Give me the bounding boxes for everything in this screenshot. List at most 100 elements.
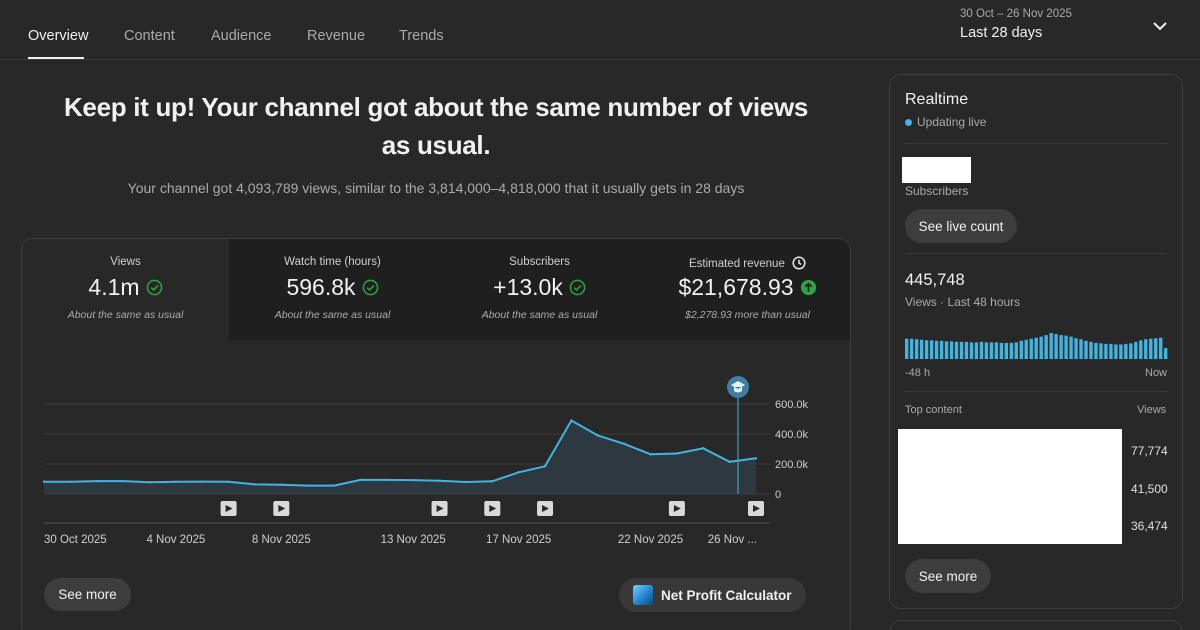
realtime-bar xyxy=(984,342,989,359)
tab-trends[interactable]: Trends xyxy=(399,28,444,44)
data-point xyxy=(702,447,705,450)
realtime-bar xyxy=(1049,333,1053,359)
series-line xyxy=(44,419,757,487)
x-tick-label: 17 Nov 2025 xyxy=(486,534,551,546)
data-point xyxy=(121,479,125,483)
play-icon xyxy=(489,505,497,512)
tab-content[interactable]: Content xyxy=(124,28,175,44)
data-point xyxy=(359,478,362,482)
clock-icon xyxy=(792,256,806,270)
data-point xyxy=(95,479,98,483)
realtime-bar xyxy=(1014,342,1018,359)
metric-note: About the same as usual xyxy=(67,309,184,321)
realtime-bar xyxy=(949,341,954,359)
data-point xyxy=(411,478,415,482)
realtime-bar xyxy=(1099,343,1103,359)
views-column-label: Views xyxy=(1137,404,1167,416)
live-status: Updating live xyxy=(905,115,986,129)
tab-overview[interactable]: Overview xyxy=(28,28,89,44)
realtime-bar xyxy=(1084,340,1088,359)
realtime-bar xyxy=(1114,344,1118,359)
realtime-bar xyxy=(914,339,919,359)
x-tick-label: 22 Nov 2025 xyxy=(618,534,683,546)
metric-label: Watch time (hours) xyxy=(284,256,381,268)
tab-audience[interactable]: Audience xyxy=(211,28,272,44)
realtime-bar xyxy=(934,340,939,359)
realtime-bar xyxy=(964,341,969,359)
realtime-bar xyxy=(1094,342,1098,359)
metric-views[interactable]: Views 4.1m About the same as usual xyxy=(22,239,229,340)
data-point xyxy=(570,419,573,422)
realtime-bar xyxy=(1129,343,1133,359)
divider xyxy=(905,253,1167,254)
data-point xyxy=(332,484,336,487)
data-point xyxy=(148,481,151,484)
realtime-bar xyxy=(1134,341,1138,359)
realtime-bar xyxy=(929,340,934,359)
x-tick-label: 30 Oct 2025 xyxy=(44,534,107,546)
series-area xyxy=(44,420,756,494)
metric-note: $2,278.93 more than usual xyxy=(685,309,810,321)
realtime-bar xyxy=(1064,335,1068,359)
realtime-bar xyxy=(1164,348,1168,359)
see-live-count-button[interactable]: See live count xyxy=(905,209,1017,243)
data-point xyxy=(306,484,309,487)
divider xyxy=(905,391,1167,392)
play-icon xyxy=(278,505,286,512)
insight-headline: Keep it up! Your channel got about the s… xyxy=(60,88,812,164)
date-range-dates: 30 Oct – 26 Nov 2025 xyxy=(960,8,1072,20)
top-content-label: Top content xyxy=(905,404,962,416)
realtime-bar xyxy=(1009,342,1013,359)
see-more-button[interactable]: See more xyxy=(44,578,131,611)
date-range-selector[interactable]: 30 Oct – 26 Nov 2025 Last 28 days xyxy=(960,8,1072,41)
metric-watch-time[interactable]: Watch time (hours) 596.8k About the same… xyxy=(229,239,436,340)
data-point xyxy=(491,480,494,483)
realtime-bar xyxy=(989,342,994,359)
y-tick-label: 400.0k xyxy=(775,429,809,441)
data-point xyxy=(201,480,204,483)
tab-revenue[interactable]: Revenue xyxy=(307,28,366,44)
metric-value-row: $21,678.93 xyxy=(643,274,850,301)
realtime-bar xyxy=(994,342,999,359)
realtime-bar xyxy=(1104,343,1108,359)
calculator-logo-icon xyxy=(633,585,653,605)
play-icon xyxy=(225,505,233,512)
metric-subscribers[interactable]: Subscribers +13.0k About the same as usu… xyxy=(436,239,643,340)
realtime-bar xyxy=(1159,337,1163,359)
realtime-views-value: 445,748 xyxy=(905,271,965,289)
realtime-bar xyxy=(944,341,949,359)
realtime-bar xyxy=(1074,338,1078,359)
data-point xyxy=(438,479,441,482)
realtime-bar xyxy=(905,338,909,359)
play-icon xyxy=(753,505,760,512)
play-icon xyxy=(436,505,444,512)
live-status-label: Updating live xyxy=(917,115,987,129)
active-tab-indicator xyxy=(28,57,84,59)
bar-axis-end: Now xyxy=(1145,367,1168,379)
realtime-bar xyxy=(1139,340,1143,359)
metric-estimated-revenue[interactable]: Estimated revenue $21,678.93 $2,278.93 m… xyxy=(643,239,850,340)
play-icon xyxy=(673,505,681,512)
data-point xyxy=(385,478,389,482)
data-point xyxy=(622,442,626,445)
x-tick-label: 13 Nov 2025 xyxy=(381,534,446,546)
net-profit-calculator-button[interactable]: Net Profit Calculator xyxy=(619,578,806,612)
check-circle-icon xyxy=(146,279,162,296)
data-point xyxy=(174,480,178,483)
metric-value: +13.0k xyxy=(493,274,563,300)
metric-value: $21,678.93 xyxy=(678,274,794,300)
y-tick-label: 600.0k xyxy=(775,399,809,411)
metric-label-row: Estimated revenue xyxy=(643,256,850,270)
check-circle-icon xyxy=(569,279,586,296)
realtime-bar xyxy=(939,340,944,359)
realtime-bar xyxy=(1019,340,1023,359)
realtime-bar xyxy=(1044,335,1048,359)
realtime-see-more-button[interactable]: See more xyxy=(905,559,991,593)
chevron-down-icon[interactable] xyxy=(1150,16,1170,36)
realtime-bar xyxy=(974,342,979,359)
realtime-bar xyxy=(919,339,924,359)
realtime-bar xyxy=(1109,343,1113,359)
play-icon xyxy=(542,505,550,512)
realtime-views-bar-chart xyxy=(905,333,1168,359)
live-dot-icon xyxy=(905,118,912,126)
